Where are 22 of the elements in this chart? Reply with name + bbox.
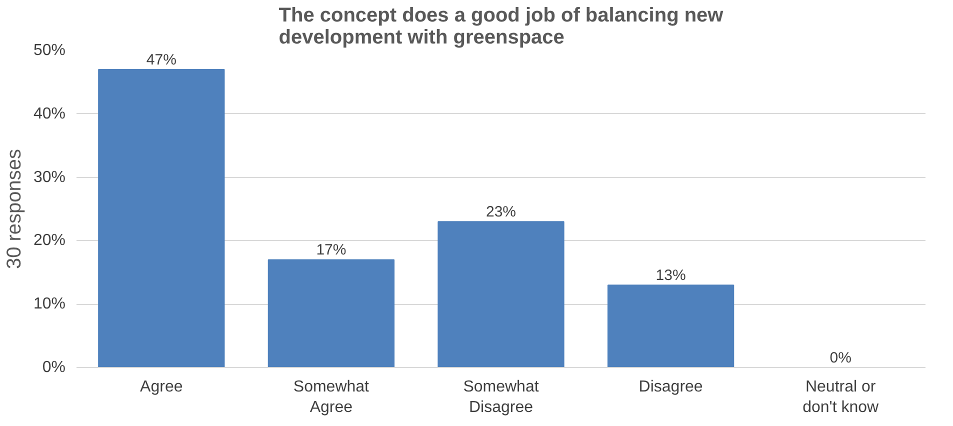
y-tick-label: 10% — [33, 296, 66, 313]
y-tick-label: 50% — [33, 42, 66, 59]
data-label: 23% — [486, 204, 516, 221]
data-label: 17% — [316, 242, 346, 259]
y-axis-title: 30 responses — [3, 148, 26, 270]
bar — [98, 69, 225, 368]
y-tick-label: 40% — [33, 105, 66, 122]
bar — [438, 221, 564, 368]
bar — [607, 284, 734, 368]
x-tick-label: Somewhat Disagree — [463, 378, 540, 416]
data-label: 0% — [830, 350, 852, 366]
chart-title: The concept does a good job of balancing new development with greenspace — [278, 4, 724, 48]
x-tick-label: Agree — [140, 378, 183, 396]
data-label: 47% — [146, 52, 176, 69]
data-label: 13% — [656, 267, 686, 284]
bar — [268, 259, 395, 368]
x-tick-label: Neutral or don't know — [802, 378, 880, 416]
x-tick-label: Disagree — [638, 378, 703, 396]
x-tick-label: Somewhat Agree — [293, 378, 370, 416]
y-tick-label: 30% — [33, 168, 66, 186]
y-tick-label: 20% — [33, 232, 66, 250]
y-tick-label: 0% — [42, 359, 66, 376]
